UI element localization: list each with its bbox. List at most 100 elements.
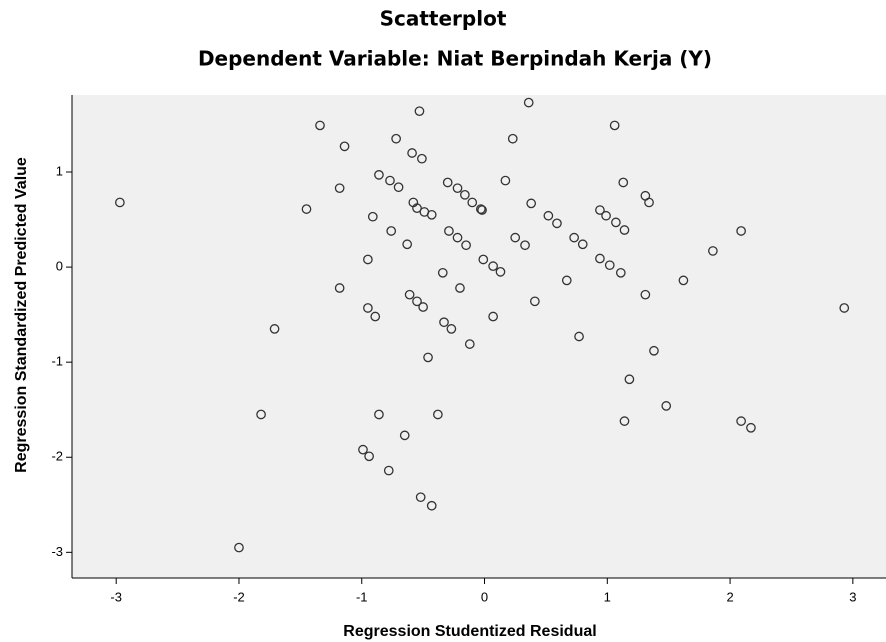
point [439, 317, 449, 328]
chart-subtitle: Dependent Variable: Niat Berpindah Kerja… [198, 47, 712, 71]
point [437, 267, 448, 278]
point [402, 239, 413, 250]
point [364, 451, 374, 462]
point [385, 175, 395, 186]
point [510, 232, 521, 243]
point [426, 209, 437, 220]
point [530, 296, 540, 307]
point [467, 197, 478, 208]
point [574, 331, 584, 342]
x-tick-label: 1 [604, 589, 611, 604]
point [561, 275, 572, 286]
point [115, 197, 125, 208]
point [507, 133, 518, 144]
point [595, 253, 605, 264]
point [640, 289, 651, 300]
y-tick-label: -2 [51, 449, 63, 464]
point [461, 240, 471, 251]
point [334, 283, 345, 293]
x-tick-label: 3 [849, 589, 856, 604]
point [543, 210, 554, 221]
point [358, 444, 368, 455]
point [649, 345, 659, 356]
point [452, 183, 463, 194]
point [334, 183, 345, 194]
x-tick-label: -2 [233, 589, 245, 604]
point [619, 416, 630, 426]
point [407, 148, 417, 158]
point [412, 203, 422, 213]
y-axis-label: Regression Standardized Predicted Value [13, 157, 30, 473]
point [500, 175, 511, 186]
point [417, 153, 427, 164]
point [736, 416, 746, 426]
point [523, 97, 534, 108]
x-tick-label: -1 [356, 589, 368, 604]
point [374, 409, 384, 420]
point [386, 226, 397, 236]
point [604, 260, 615, 271]
point [391, 133, 401, 144]
point [399, 430, 410, 441]
point [839, 303, 850, 313]
point [426, 500, 437, 511]
y-tick-label: 0 [56, 259, 63, 274]
point [301, 204, 312, 214]
point [746, 422, 756, 433]
point [404, 289, 415, 300]
point [455, 283, 465, 293]
point [414, 106, 425, 117]
point [569, 232, 580, 243]
point [442, 177, 453, 188]
point [661, 401, 672, 411]
point [615, 267, 626, 278]
point [736, 226, 746, 236]
point [577, 239, 588, 250]
point [624, 374, 635, 385]
point [595, 205, 605, 215]
plot-area [72, 95, 886, 578]
point [315, 120, 325, 131]
point [552, 218, 562, 229]
point [520, 240, 530, 251]
point [363, 254, 373, 265]
point [370, 311, 381, 322]
point [488, 311, 498, 322]
point [601, 210, 611, 221]
point [619, 225, 630, 235]
point [367, 211, 378, 222]
point [412, 296, 422, 307]
point [452, 232, 463, 243]
point [423, 352, 433, 363]
point [464, 339, 475, 349]
point [478, 254, 489, 265]
x-axis-label: Regression Studentized Residual [343, 623, 596, 640]
point [374, 170, 384, 180]
point [477, 205, 487, 215]
point [495, 266, 506, 277]
point [415, 492, 426, 503]
point [460, 189, 470, 200]
point [433, 409, 443, 420]
x-tick-label: 0 [481, 589, 488, 604]
point [526, 198, 537, 209]
y-tick-label: -3 [51, 544, 63, 559]
point [611, 217, 621, 228]
point [444, 226, 454, 236]
point [609, 120, 620, 131]
point [256, 409, 266, 420]
y-tick-label: 1 [56, 163, 63, 178]
point [475, 204, 486, 214]
point [418, 302, 428, 312]
x-tick-label: 2 [726, 589, 733, 604]
point [644, 197, 654, 208]
point [363, 303, 373, 313]
point [269, 324, 280, 334]
point [678, 275, 689, 286]
point [339, 141, 350, 152]
point [618, 177, 629, 188]
point [383, 465, 394, 476]
y-tick-label: -1 [51, 354, 63, 369]
x-tick-label: -3 [110, 589, 122, 604]
